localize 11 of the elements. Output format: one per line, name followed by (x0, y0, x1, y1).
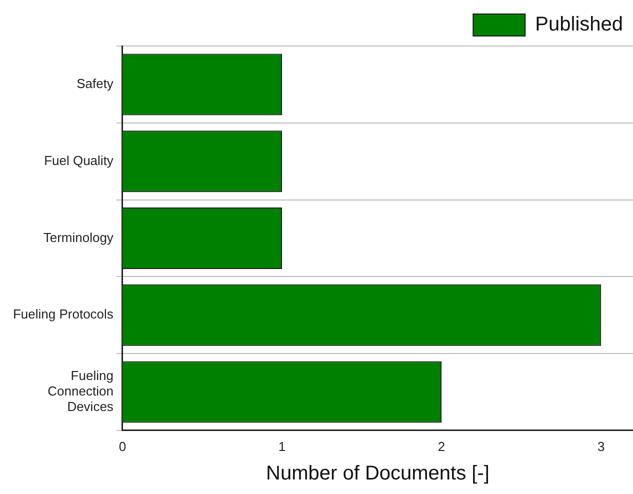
y-tick-label: Fueling Connection Devices (48, 368, 114, 414)
y-tick-label: Fueling Protocols (12, 306, 114, 322)
x-tick-label: 3 (597, 438, 605, 454)
x-axis-title: Number of Documents [-] (266, 462, 490, 485)
y-tick-label: Terminology (43, 230, 114, 245)
x-tick-label: 2 (438, 438, 446, 454)
legend-label: Published (535, 14, 623, 36)
y-tick-label: Safety (76, 76, 114, 92)
x-tick-label: 1 (278, 438, 286, 454)
x-tick-label: 0 (118, 438, 126, 454)
y-tick-label: Fuel Quality (44, 152, 114, 168)
